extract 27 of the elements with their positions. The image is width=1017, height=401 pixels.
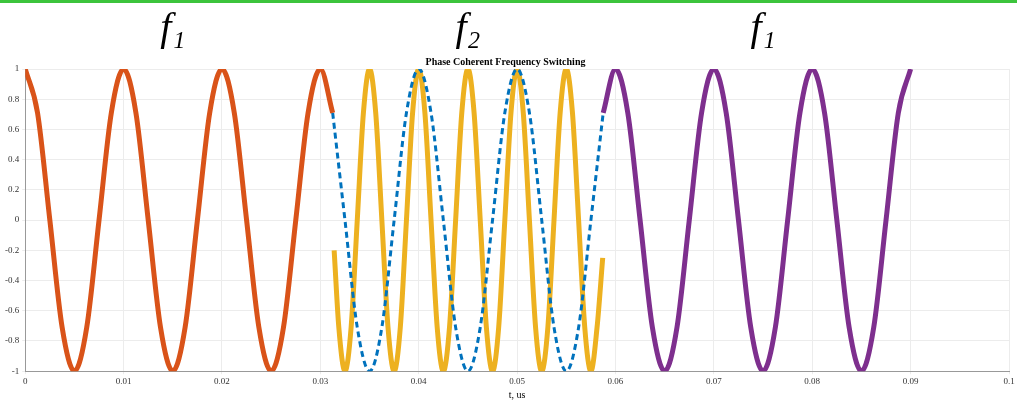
x-tick-label: 0.08 (804, 375, 821, 386)
text: f₁ (160, 4, 186, 49)
x-tick-label: 0.04 (410, 375, 428, 386)
x-tick-label: 0.06 (607, 375, 624, 386)
x-tick-label: 0.03 (312, 375, 329, 386)
x-tick-label: 0.02 (214, 375, 230, 386)
text: f₂ (455, 4, 481, 49)
x-tick-label: 0.01 (115, 375, 132, 386)
y-tick-label: -0.4 (5, 274, 20, 285)
y-tick-label: 0.4 (8, 154, 20, 165)
y-tick-label: -0.8 (5, 335, 20, 346)
x-tick-label: 0.09 (902, 375, 919, 386)
x-tick-label: 0.05 (509, 375, 526, 386)
x-tick-label: 0.1 (1003, 375, 1015, 386)
x-axis-title: t, us (508, 388, 526, 400)
x-tick-label: 0.07 (706, 375, 723, 386)
chart-title: Phase Coherent Frequency Switching (425, 55, 586, 67)
y-tick-label: 1 (14, 63, 20, 74)
y-tick-label: 0.8 (8, 93, 20, 104)
x-tick-label: 0 (23, 375, 28, 386)
y-tick-label: -0.6 (5, 305, 20, 316)
y-tick-label: 0.6 (8, 123, 20, 134)
y-tick-label: 0 (14, 214, 20, 225)
y-tick-label: 0.2 (8, 184, 20, 195)
text: f₁ (750, 4, 776, 49)
y-tick-label: -0.2 (5, 244, 20, 255)
y-tick-label: -1 (11, 365, 20, 376)
